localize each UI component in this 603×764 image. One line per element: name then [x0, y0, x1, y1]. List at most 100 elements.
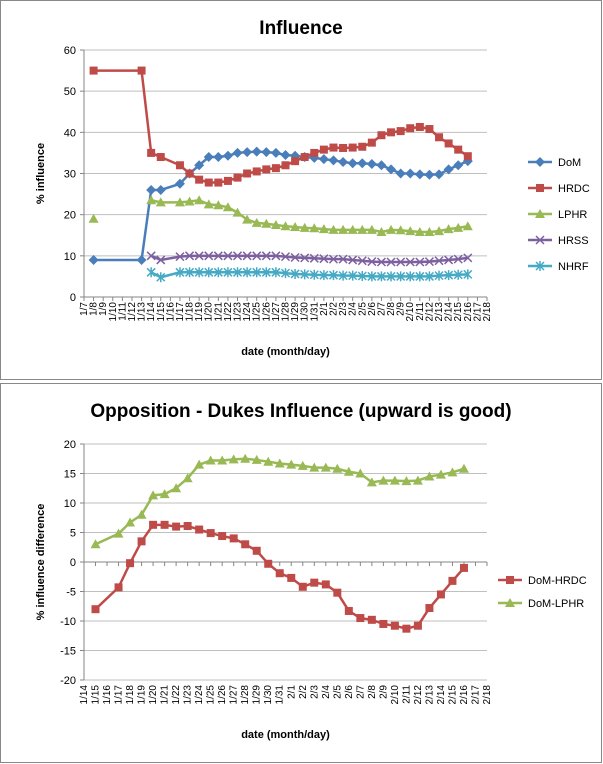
x-tick-label: 1/29 — [252, 685, 263, 705]
x-tick-label: 2/3 — [309, 685, 320, 699]
marker — [328, 224, 339, 234]
marker — [280, 268, 291, 279]
marker — [213, 152, 224, 163]
marker — [447, 467, 458, 477]
marker — [251, 454, 262, 464]
marker — [182, 473, 193, 483]
marker — [156, 255, 166, 265]
marker — [146, 251, 156, 261]
marker — [271, 267, 281, 278]
x-tick-label: 1/29 — [290, 302, 301, 322]
marker — [261, 147, 272, 158]
x-tick-label: 1/23 — [183, 685, 194, 705]
x-tick-label: 1/14 — [146, 302, 157, 322]
x-tick-label: 1/23 — [233, 302, 244, 322]
marker — [348, 143, 357, 152]
legend-label: NHRF — [558, 261, 589, 273]
x-tick-label: 1/30 — [263, 685, 274, 705]
x-tick-label: 2/18 — [482, 685, 493, 705]
marker — [338, 270, 348, 281]
marker — [453, 254, 463, 264]
x-tick-label: 2/16 — [463, 302, 474, 322]
marker — [414, 169, 425, 180]
marker — [291, 157, 300, 166]
marker — [174, 178, 185, 189]
y-tick-label: 5 — [70, 528, 76, 540]
marker — [405, 226, 416, 236]
x-tick-label: 1/15 — [91, 685, 102, 705]
y-tick-label: 0 — [70, 292, 76, 304]
x-tick-label: 1/21 — [160, 685, 171, 705]
x-tick-label: 2/11 — [415, 302, 426, 321]
marker — [395, 168, 406, 179]
x-tick-label: 2/6 — [344, 685, 355, 699]
x-tick-label: 2/9 — [396, 302, 407, 316]
marker — [347, 158, 358, 169]
marker — [318, 224, 329, 234]
marker — [425, 604, 434, 613]
marker — [366, 477, 377, 487]
chart-title: Opposition - Dukes Influence (upward is … — [90, 401, 511, 422]
legend-label: DoM — [558, 157, 581, 169]
legend-label: DoM-LPHR — [528, 598, 584, 610]
x-tick-label: 1/20 — [204, 302, 215, 322]
marker — [376, 257, 386, 267]
marker — [287, 573, 296, 582]
marker — [535, 157, 545, 167]
marker — [251, 217, 262, 227]
marker — [175, 267, 185, 278]
marker — [185, 251, 195, 261]
marker — [194, 459, 205, 469]
marker — [159, 489, 170, 499]
marker — [222, 202, 233, 212]
x-tick-label: 1/19 — [194, 302, 205, 322]
x-tick-label: 2/17 — [472, 302, 483, 322]
x-tick-label: 1/26 — [217, 685, 228, 705]
marker — [297, 460, 308, 470]
x-tick-label: 1/14 — [79, 685, 90, 705]
x-tick-label: 2/5 — [332, 685, 343, 699]
marker — [146, 184, 157, 195]
y-tick-label: 10 — [64, 498, 76, 510]
legend-label: LPHR — [558, 209, 587, 221]
marker — [328, 270, 339, 281]
marker — [270, 219, 281, 229]
y-tick-label: -10 — [60, 616, 76, 628]
marker — [338, 224, 349, 234]
marker — [444, 139, 453, 148]
x-tick-label: 1/28 — [281, 302, 292, 322]
x-tick-label: 1/17 — [114, 685, 125, 705]
marker — [175, 252, 185, 262]
marker — [147, 148, 156, 157]
marker — [309, 462, 320, 472]
marker — [232, 207, 243, 217]
marker — [205, 455, 216, 465]
marker — [290, 268, 300, 279]
marker — [149, 520, 158, 529]
marker — [309, 223, 320, 233]
y-axis-label: % influence difference — [35, 504, 47, 621]
marker — [270, 147, 281, 158]
marker — [233, 173, 242, 182]
marker — [217, 455, 228, 465]
x-tick-label: 1/24 — [242, 302, 253, 322]
x-tick-label: 1/25 — [206, 685, 217, 705]
marker — [113, 528, 124, 538]
marker — [389, 475, 400, 485]
marker — [252, 267, 262, 278]
marker — [424, 226, 435, 236]
marker — [425, 125, 434, 134]
y-tick-label: 0 — [70, 557, 76, 569]
marker — [444, 270, 454, 281]
x-tick-label: 2/15 — [453, 302, 464, 322]
marker — [344, 606, 353, 615]
marker — [290, 252, 300, 263]
x-tick-label: 2/5 — [357, 302, 368, 316]
marker — [174, 197, 185, 207]
marker — [463, 253, 473, 263]
marker — [366, 224, 377, 234]
x-tick-label: 1/31 — [275, 685, 286, 705]
marker — [310, 578, 319, 587]
x-tick-label: 1/11 — [117, 302, 128, 321]
marker — [444, 255, 454, 265]
